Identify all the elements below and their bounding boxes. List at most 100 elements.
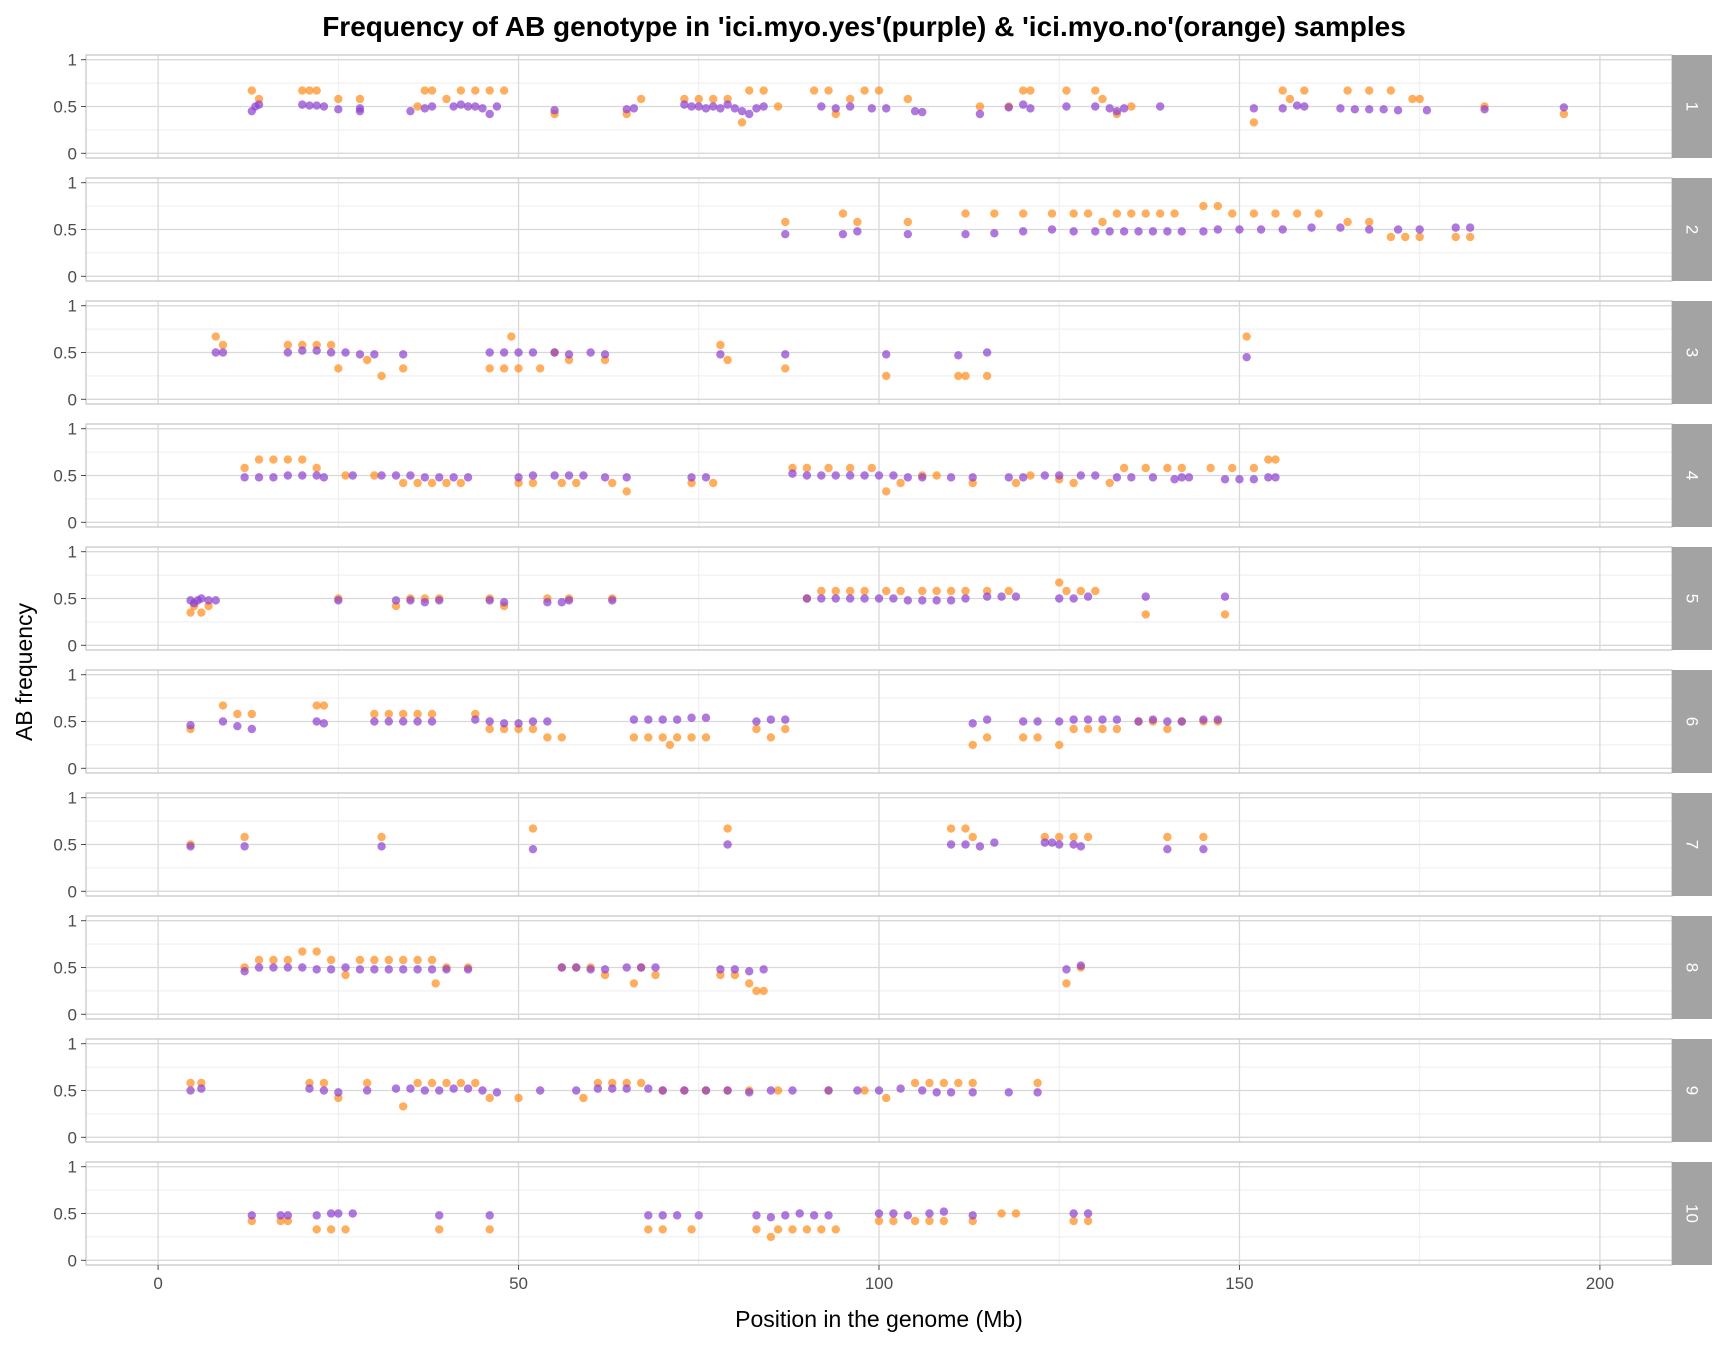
ici-myo-yes-point [485, 1211, 494, 1220]
ici-myo-yes-point [867, 104, 876, 113]
facet-strip [1672, 55, 1712, 158]
ici-myo-no-point [240, 463, 249, 473]
ici-myo-no-point [838, 209, 848, 218]
ici-myo-yes-point [1163, 227, 1172, 236]
facet-strip [1672, 1039, 1712, 1142]
ici-myo-yes-point [651, 963, 660, 972]
ici-myo-yes-point [586, 348, 595, 357]
ici-myo-yes-point [1076, 471, 1086, 480]
ici-myo-yes-point [233, 721, 242, 731]
ici-myo-yes-point [247, 724, 257, 734]
facet-panel-10: 0 0.5 1 10 [53, 1158, 1712, 1270]
ici-myo-yes-point [910, 106, 920, 116]
ici-myo-no-point [370, 955, 379, 965]
facet-panel-3: 0 0.5 1 3 [53, 297, 1712, 409]
ici-myo-yes-point [442, 965, 451, 974]
ici-myo-yes-point [680, 100, 689, 109]
chart-title: Frequency of AB genotype in 'ici.myo.yes… [322, 11, 1406, 42]
y-tick-label: 1 [68, 297, 77, 316]
ici-myo-no-point [672, 733, 682, 742]
ici-myo-yes-point [932, 596, 941, 605]
ici-myo-yes-point [694, 1211, 703, 1220]
ici-myo-yes-point [874, 1209, 884, 1218]
ici-myo-no-point [939, 1078, 949, 1088]
ici-myo-no-point [514, 1093, 523, 1103]
ici-myo-no-point [910, 1078, 920, 1088]
ici-myo-yes-point [1069, 594, 1078, 603]
facet-strip-label: 7 [1683, 840, 1702, 849]
facet-strip [1672, 178, 1712, 281]
ici-myo-yes-point [896, 1084, 905, 1093]
ici-myo-no-point [1026, 86, 1035, 95]
ici-myo-no-point [882, 1093, 891, 1103]
ici-myo-yes-point [701, 104, 711, 113]
ici-myo-yes-point [499, 348, 509, 357]
ici-myo-no-point [1011, 1209, 1021, 1218]
ici-myo-yes-point [1292, 101, 1302, 110]
ici-myo-no-point [283, 455, 293, 464]
ici-myo-no-point [1451, 232, 1460, 242]
ici-myo-yes-point [435, 1211, 444, 1220]
ici-myo-yes-point [572, 963, 581, 972]
ici-myo-yes-point [918, 1086, 927, 1095]
ici-myo-yes-point [550, 106, 559, 115]
ici-myo-yes-series [186, 713, 1223, 734]
facet-strip [1672, 1162, 1712, 1265]
facet-panel-1: 0 0.5 1 1 [53, 51, 1712, 163]
ici-myo-no-point [442, 1078, 451, 1088]
ici-myo-yes-point [1249, 104, 1259, 113]
ici-myo-yes-point [1011, 592, 1021, 601]
ici-myo-no-point [1365, 86, 1374, 95]
ici-myo-no-point [882, 487, 891, 496]
y-axis-label: AB frequency [11, 602, 37, 741]
ici-myo-yes-series [240, 961, 1086, 976]
ici-myo-no-point [186, 1078, 195, 1088]
ici-myo-yes-point [334, 105, 343, 114]
ici-myo-yes-point [449, 1084, 458, 1093]
ici-myo-no-point [269, 455, 278, 464]
ici-myo-no-point [1163, 463, 1172, 473]
ici-myo-yes-point [1033, 1088, 1042, 1097]
ici-myo-yes-point [925, 1209, 934, 1218]
ici-myo-no-point [1047, 209, 1057, 218]
ici-myo-yes-point [197, 1084, 206, 1093]
ici-myo-no-point [305, 86, 314, 95]
ici-myo-no-point [557, 733, 566, 742]
ici-myo-yes-point [413, 717, 422, 726]
ici-myo-yes-point [982, 348, 992, 357]
ici-myo-no-point [946, 824, 956, 833]
ici-myo-yes-point [334, 1088, 343, 1097]
ici-myo-no-point [1018, 209, 1028, 218]
ici-myo-yes-point [968, 1088, 977, 1097]
ici-myo-yes-point [298, 100, 307, 109]
ici-myo-no-point [651, 970, 660, 980]
ici-myo-no-point [781, 217, 790, 227]
ici-myo-yes-point [644, 1211, 653, 1220]
ici-myo-yes-point [845, 471, 855, 480]
ici-myo-yes-point [312, 1211, 321, 1220]
ici-myo-no-point [745, 86, 754, 95]
ici-myo-no-point [1098, 217, 1107, 227]
ici-myo-no-point [629, 733, 639, 742]
ici-myo-yes-point [283, 471, 293, 480]
ici-myo-no-point [874, 86, 884, 95]
ici-myo-yes-point [399, 350, 408, 359]
ici-myo-yes-point [348, 471, 357, 480]
ici-myo-yes-point [420, 473, 430, 482]
ici-myo-yes-point [730, 104, 740, 113]
ici-myo-no-point [860, 586, 869, 596]
ici-myo-yes-point [1141, 592, 1150, 601]
ici-myo-no-point [370, 471, 379, 480]
ici-myo-yes-point [918, 473, 927, 482]
ici-myo-no-point [1083, 832, 1093, 842]
ici-myo-no-point [831, 586, 840, 596]
ici-myo-no-point [1033, 733, 1042, 742]
ici-myo-no-point [247, 709, 257, 719]
ici-myo-no-point [326, 1225, 336, 1234]
ici-myo-no-point [1026, 471, 1035, 480]
facet-strip [1672, 424, 1712, 527]
ici-myo-yes-point [564, 596, 574, 605]
ici-myo-no-point [968, 832, 977, 842]
ici-myo-yes-point [1278, 104, 1287, 113]
